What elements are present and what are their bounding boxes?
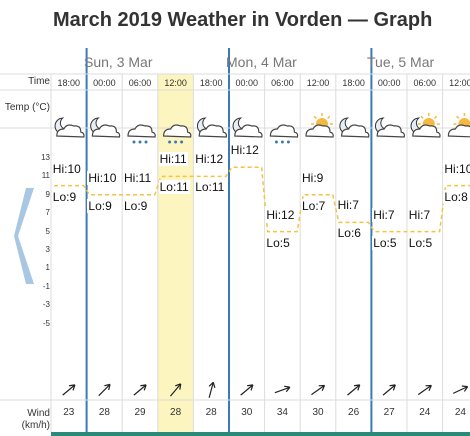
wind-speed-label: 23 bbox=[63, 407, 75, 418]
lo-temp-label: Lo:9 bbox=[123, 198, 149, 213]
wind-arrow-icon bbox=[452, 385, 469, 394]
wind-arrow-icon bbox=[208, 381, 216, 398]
moon-sun-cloud-icon bbox=[410, 113, 441, 138]
hi-temp-label: Hi:10 bbox=[87, 170, 118, 185]
wind-speed-label: 24 bbox=[419, 407, 431, 418]
lo-temp-label: Lo:9 bbox=[51, 189, 78, 204]
wind-arrow-icon bbox=[382, 384, 396, 396]
lo-temp-label: Lo:8 bbox=[443, 189, 469, 204]
y-tick-label: -3 bbox=[42, 300, 50, 310]
time-label: 18:00 bbox=[199, 78, 223, 88]
day-label-tue: Tue, 5 Mar bbox=[367, 54, 435, 70]
lo-temp-label: Lo:5 bbox=[407, 235, 434, 250]
night-cloudy-icon bbox=[90, 117, 121, 138]
wind-speed-label: 28 bbox=[170, 407, 182, 418]
wind-speed-label: 30 bbox=[241, 407, 253, 418]
wind-speed-label: 34 bbox=[276, 407, 288, 418]
lo-temp-label: Lo:6 bbox=[336, 226, 362, 241]
night-cloudy-icon bbox=[339, 117, 370, 138]
wind-arrow-icon bbox=[133, 384, 147, 396]
hi-temp-label: Hi:7 bbox=[407, 207, 432, 222]
wind-speed-label: 26 bbox=[348, 407, 360, 418]
y-tick-label: -5 bbox=[42, 318, 50, 328]
hi-temp-label: Hi:11 bbox=[158, 152, 188, 167]
page-title: March 2019 Weather in Vorden — Graph bbox=[53, 9, 433, 31]
back-arrow-icon[interactable] bbox=[14, 186, 36, 286]
wind-arrow-icon bbox=[274, 385, 291, 394]
hi-temp-label: Hi:12 bbox=[194, 152, 225, 167]
wind-arrow-icon bbox=[62, 384, 76, 396]
time-label: 12:00 bbox=[164, 78, 187, 88]
day-label-mon: Mon, 4 Mar bbox=[226, 54, 297, 70]
night-cloudy-icon bbox=[54, 117, 85, 138]
hi-temp-label: Hi:7 bbox=[336, 198, 360, 213]
time-label: 12:00 bbox=[306, 78, 330, 88]
cloud-rain-icon bbox=[269, 124, 299, 144]
y-tick-label: -1 bbox=[42, 281, 50, 291]
wind-arrow-icon bbox=[417, 384, 432, 396]
hi-temp-label: Hi:12 bbox=[229, 143, 260, 158]
night-cloudy-icon bbox=[197, 117, 227, 138]
night-cloudy-icon bbox=[375, 117, 405, 138]
bottom-bar bbox=[51, 432, 470, 436]
wind-speed-label: 27 bbox=[383, 407, 395, 418]
time-label: 12:00 bbox=[449, 78, 470, 88]
y-tick-label: 13 bbox=[41, 153, 50, 162]
wind-arrow-icon bbox=[347, 384, 361, 396]
time-label: 18:00 bbox=[342, 78, 365, 88]
sun-cloud-icon bbox=[447, 113, 470, 138]
y-tick-label: 5 bbox=[45, 226, 50, 236]
time-row-label: Time bbox=[28, 76, 50, 87]
wind-speed-label: 24 bbox=[454, 407, 466, 418]
wind-arrow-icon bbox=[240, 384, 254, 396]
time-label: 00:00 bbox=[235, 78, 259, 88]
sun-cloud-icon bbox=[305, 113, 334, 138]
time-label: 00:00 bbox=[93, 78, 116, 88]
time-label: 18:00 bbox=[57, 78, 81, 88]
y-tick-label: 1 bbox=[45, 263, 50, 273]
y-tick-label: 7 bbox=[45, 208, 50, 218]
lo-temp-label: Lo:11 bbox=[158, 180, 190, 195]
temperature-line bbox=[54, 166, 470, 233]
cloud-rain-icon bbox=[162, 124, 192, 144]
temp-row-label: Temp (°C) bbox=[4, 102, 50, 113]
wind-arrow-icon bbox=[98, 383, 111, 397]
wind-row-label: Wind (km/h) bbox=[21, 408, 50, 431]
time-label: 00:00 bbox=[377, 78, 401, 88]
hi-temp-label: Hi:7 bbox=[372, 207, 396, 222]
hi-temp-label: Hi:11 bbox=[123, 170, 153, 185]
lo-temp-label: Lo:11 bbox=[194, 180, 226, 195]
wind-arrow-icon bbox=[169, 383, 182, 397]
y-tick-label: 3 bbox=[45, 245, 50, 254]
wind-speed-label: 29 bbox=[134, 407, 146, 418]
hi-temp-label: Hi:9 bbox=[301, 170, 325, 185]
wind-speed-label: 28 bbox=[205, 407, 217, 418]
time-label: 06:00 bbox=[128, 78, 152, 88]
wind-speed-label: 30 bbox=[312, 407, 324, 418]
wind-arrow-icon bbox=[311, 384, 326, 396]
hi-temp-label: Hi:10 bbox=[443, 161, 470, 176]
y-tick-label: 11 bbox=[41, 171, 50, 181]
lo-temp-label: Lo:9 bbox=[87, 198, 113, 213]
night-cloudy-icon bbox=[232, 117, 263, 138]
lo-temp-label: Lo:7 bbox=[301, 198, 327, 213]
cloud-rain-icon bbox=[127, 124, 156, 144]
time-label: 06:00 bbox=[271, 78, 294, 88]
y-tick-label: 9 bbox=[45, 189, 50, 199]
lo-temp-label: Lo:5 bbox=[372, 235, 398, 250]
day-label-sun: Sun, 3 Mar bbox=[84, 54, 153, 70]
hi-temp-label: Hi:12 bbox=[265, 207, 296, 222]
hi-temp-label: Hi:10 bbox=[51, 161, 82, 176]
time-label: 06:00 bbox=[413, 78, 437, 88]
wind-speed-label: 28 bbox=[98, 407, 110, 418]
lo-temp-label: Lo:5 bbox=[265, 235, 291, 250]
